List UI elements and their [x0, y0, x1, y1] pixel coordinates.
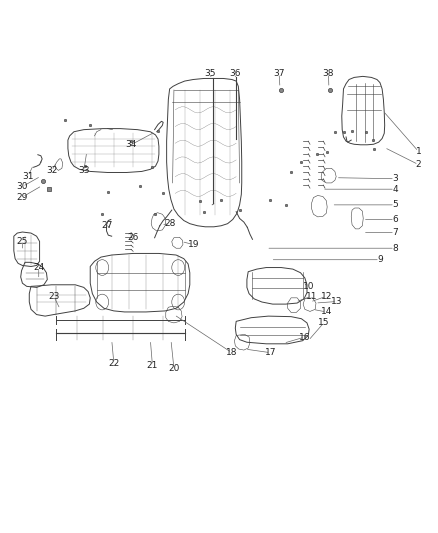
Text: 36: 36	[230, 69, 241, 78]
Text: 22: 22	[108, 359, 120, 368]
Text: 9: 9	[377, 255, 383, 264]
Text: 14: 14	[321, 308, 332, 317]
Text: 6: 6	[392, 215, 398, 224]
Text: 1: 1	[416, 147, 421, 156]
Text: 27: 27	[102, 221, 113, 230]
Text: 34: 34	[125, 140, 137, 149]
Text: 15: 15	[318, 318, 330, 327]
Text: 11: 11	[306, 292, 317, 301]
Text: 28: 28	[164, 219, 175, 228]
Text: 19: 19	[187, 240, 199, 249]
Text: 31: 31	[22, 172, 34, 181]
Text: 35: 35	[205, 69, 216, 78]
Text: 25: 25	[17, 237, 28, 246]
Text: 12: 12	[321, 292, 332, 301]
Text: 20: 20	[168, 364, 180, 373]
Text: 32: 32	[46, 166, 57, 175]
Text: 29: 29	[17, 192, 28, 201]
Text: 4: 4	[392, 185, 398, 193]
Text: 5: 5	[392, 200, 398, 209]
Text: 23: 23	[48, 292, 60, 301]
Text: 13: 13	[331, 297, 343, 306]
Text: 24: 24	[33, 263, 44, 272]
Text: 18: 18	[226, 348, 238, 357]
Text: 3: 3	[392, 174, 398, 183]
Text: 37: 37	[273, 69, 285, 78]
Text: 16: 16	[299, 333, 311, 342]
Text: 2: 2	[416, 160, 421, 169]
Text: 10: 10	[304, 282, 315, 291]
Text: 33: 33	[78, 166, 89, 175]
Text: 7: 7	[392, 228, 398, 237]
Text: 17: 17	[265, 348, 276, 357]
Text: 21: 21	[147, 361, 158, 370]
Text: 8: 8	[392, 244, 398, 253]
Text: 38: 38	[323, 69, 334, 78]
Text: 30: 30	[17, 182, 28, 191]
Text: 26: 26	[127, 233, 139, 243]
